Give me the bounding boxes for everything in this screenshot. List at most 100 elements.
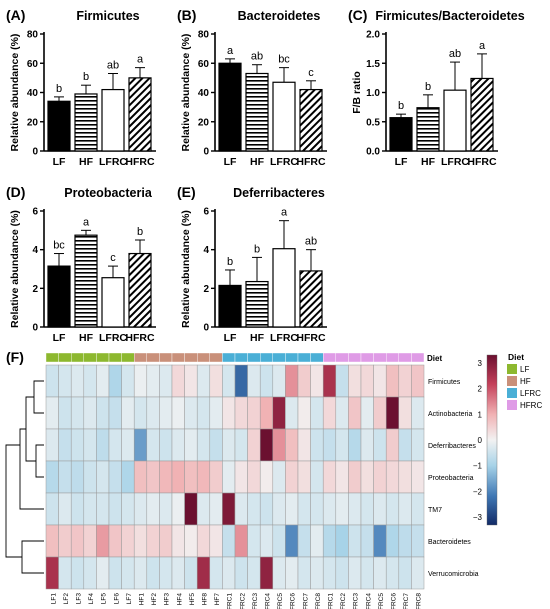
y-tick-label: 0 xyxy=(203,323,209,334)
heatmap-cell xyxy=(322,364,337,398)
heatmap-cell xyxy=(335,524,349,558)
diet-annotation-cell xyxy=(234,352,248,363)
heatmap-cell xyxy=(196,396,211,430)
significance-letter: a xyxy=(137,54,144,66)
annotation-title: Diet xyxy=(427,354,442,363)
color-scale-label: −3 xyxy=(473,513,483,522)
panel-label: (C) xyxy=(348,7,367,23)
heatmap-cell xyxy=(146,460,160,494)
heatmap-cell xyxy=(411,460,425,494)
heatmap-cell xyxy=(348,556,362,590)
column-label: LFRC1 xyxy=(227,593,234,609)
heatmap-cell xyxy=(385,460,400,494)
heatmap-cell xyxy=(159,460,173,494)
row-label: Firmicutes xyxy=(428,379,461,386)
heatmap-cell xyxy=(373,396,387,430)
heatmap-cell xyxy=(222,428,236,462)
bar-lf xyxy=(218,62,242,152)
dendrogram-branch xyxy=(25,396,36,462)
chart-title: Deferribacteres xyxy=(233,186,325,200)
heatmap-cell xyxy=(83,396,97,430)
column-label: LF7 xyxy=(126,593,133,605)
heatmap-cell xyxy=(146,364,160,398)
heatmap-cell xyxy=(335,364,349,398)
diet-annotation-cell xyxy=(285,352,299,363)
y-tick-label: 6 xyxy=(203,207,209,218)
y-axis-label: Relative abundance (%) xyxy=(180,210,192,328)
bar-hfrc xyxy=(128,77,152,152)
x-tick-label: HFRC xyxy=(296,156,326,168)
x-tick-label: LFRC xyxy=(270,332,298,344)
chart-title: Firmicutes/Bacteroidetes xyxy=(375,9,524,23)
column-label: LFRC5 xyxy=(277,593,284,609)
bar-panel-3: (C) Firmicutes/Bacteroidetes 0.0 0.5 1.0 1.5 2… xyxy=(348,7,525,168)
bar-panel-5: (E) Deferribacteres 0 2 4 6 Relative abundance… xyxy=(177,184,327,344)
x-tick-label: LF xyxy=(53,332,66,344)
heatmap-cell xyxy=(196,428,211,462)
x-tick-label: HF xyxy=(421,156,436,168)
bar-hfrc xyxy=(128,252,152,328)
column-label: HF4 xyxy=(176,593,183,606)
heatmap-cell xyxy=(234,428,248,462)
bar-lfrc xyxy=(101,88,125,152)
heatmap-cell xyxy=(322,524,337,558)
heatmap-cell xyxy=(45,460,59,494)
x-tick-label: LFRC xyxy=(99,332,127,344)
heatmap-cell xyxy=(121,364,135,398)
heatmap-cell xyxy=(133,396,148,430)
column-label: LFRC3 xyxy=(252,593,259,609)
significance-letter: b xyxy=(254,243,260,255)
row-label: Deferribacteres xyxy=(428,443,476,450)
column-label: HFRC4 xyxy=(365,593,372,609)
heatmap-cell xyxy=(373,492,387,526)
significance-letter: ab xyxy=(449,48,461,60)
bar-hf xyxy=(245,72,269,152)
heatmap-cell xyxy=(297,492,311,526)
y-tick-label: 6 xyxy=(32,207,38,218)
heatmap-cell xyxy=(247,396,261,430)
heatmap-cell xyxy=(310,428,324,462)
heatmap-cell xyxy=(45,524,59,558)
heatmap-cell xyxy=(335,492,349,526)
bar-panel-4: (D) Proteobacteria 0 2 4 6 Relative abundance … xyxy=(6,184,156,344)
heatmap-cell xyxy=(222,364,236,398)
color-scale-label: 3 xyxy=(478,359,483,368)
heatmap-cell xyxy=(310,460,324,494)
bar-panel-2: (B) Bacteroidetes 0 20 40 60 80 Relative abunda… xyxy=(177,7,327,168)
y-tick-label: 40 xyxy=(198,88,210,99)
heatmap-cell xyxy=(83,492,97,526)
column-label: LFRC6 xyxy=(290,593,297,609)
panel-label: (E) xyxy=(177,184,196,200)
bar-hfrc xyxy=(299,270,323,328)
heatmap-cell xyxy=(133,524,148,558)
heatmap-cell xyxy=(234,524,248,558)
heatmap-cell xyxy=(310,556,324,590)
diet-annotation-cell xyxy=(83,352,97,363)
heatmap-cell xyxy=(159,524,173,558)
column-label: HFRC8 xyxy=(416,593,423,609)
heatmap-cell xyxy=(385,396,400,430)
row-label: Proteobacteria xyxy=(428,475,474,482)
heatmap-cell xyxy=(411,428,425,462)
heatmap-cell xyxy=(108,556,122,590)
bar-hfrc xyxy=(470,77,494,152)
heatmap-cell xyxy=(96,524,110,558)
diet-annotation-cell xyxy=(297,352,311,363)
heatmap-cell xyxy=(70,524,85,558)
heatmap-cell xyxy=(45,428,59,462)
heatmap-cell xyxy=(348,524,362,558)
x-tick-label: LF xyxy=(224,332,237,344)
column-label: LFRC8 xyxy=(315,593,322,609)
y-axis-label: Relative abundance (%) xyxy=(9,210,21,328)
heatmap-cell xyxy=(385,492,400,526)
heatmap-cell xyxy=(247,492,261,526)
bar-hf xyxy=(416,107,440,152)
bar-lfrc xyxy=(272,248,296,328)
heatmap-cell xyxy=(272,428,286,462)
bar-panel-1: (A) Firmicutes 0 20 40 60 80 Relative abundance… xyxy=(6,7,156,168)
heatmap-cell xyxy=(133,556,148,590)
heatmap-cell xyxy=(335,460,349,494)
significance-letter: bc xyxy=(278,54,290,66)
heatmap-cell xyxy=(108,460,122,494)
